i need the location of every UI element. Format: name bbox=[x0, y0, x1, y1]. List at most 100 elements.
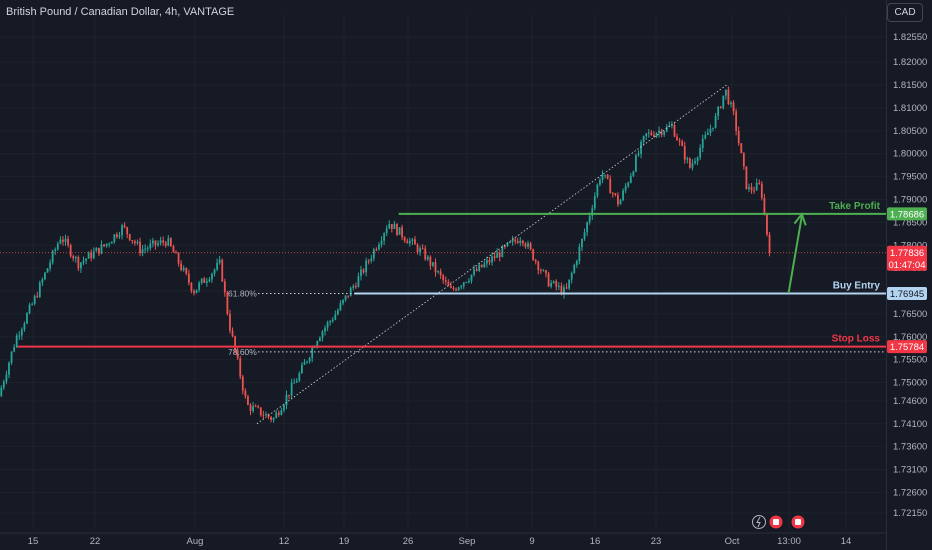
candle-body bbox=[121, 225, 123, 236]
candle-body bbox=[586, 222, 589, 233]
candle-body bbox=[419, 248, 421, 253]
candle-body bbox=[306, 361, 308, 363]
candle-body bbox=[180, 263, 183, 271]
candle-body bbox=[437, 271, 439, 273]
candle-body bbox=[452, 287, 455, 290]
candle-body bbox=[658, 130, 660, 134]
candle-body bbox=[223, 281, 226, 293]
candle-body bbox=[388, 224, 391, 229]
target-arrow-shaft[interactable] bbox=[787, 215, 803, 294]
candle-body bbox=[82, 260, 85, 263]
candle-body bbox=[447, 281, 450, 287]
candle-body bbox=[275, 412, 278, 419]
countdown-text: 01:47:04 bbox=[889, 260, 926, 271]
candle-body bbox=[67, 238, 69, 246]
candle-body bbox=[370, 258, 373, 261]
candle-body bbox=[740, 143, 743, 154]
candle-body bbox=[154, 240, 157, 246]
candle-body bbox=[283, 405, 285, 411]
candle-body bbox=[444, 280, 447, 282]
candle-body bbox=[596, 184, 599, 197]
candle-body bbox=[432, 262, 434, 266]
candle-body bbox=[455, 289, 457, 291]
candle-body bbox=[635, 155, 637, 172]
event-flag-glyph bbox=[773, 519, 779, 525]
candle-body bbox=[128, 234, 131, 241]
candle-body bbox=[480, 264, 483, 268]
candle-body bbox=[748, 187, 750, 189]
candle-body bbox=[169, 238, 172, 247]
candle-body bbox=[290, 382, 293, 396]
candle-body bbox=[398, 227, 401, 235]
candle-body bbox=[85, 258, 87, 261]
candle-body bbox=[347, 295, 350, 297]
candle-body bbox=[478, 264, 481, 271]
stop-loss-label: Stop Loss bbox=[832, 334, 881, 345]
candle-body bbox=[331, 319, 334, 322]
event-flag-glyph-2 bbox=[795, 519, 801, 525]
candle-body bbox=[177, 252, 180, 264]
candle-body bbox=[20, 329, 23, 336]
candle-body bbox=[164, 242, 167, 246]
candle-body bbox=[241, 376, 244, 391]
candle-body bbox=[308, 357, 311, 362]
candle-body bbox=[676, 136, 678, 141]
candle-body bbox=[396, 223, 398, 235]
candle-body bbox=[167, 238, 170, 246]
candle-body bbox=[727, 89, 730, 105]
candle-body bbox=[5, 374, 8, 382]
currency-button[interactable]: CAD bbox=[887, 3, 923, 22]
candle-body bbox=[200, 278, 203, 283]
candle-body bbox=[647, 132, 650, 134]
candle-body bbox=[506, 242, 509, 247]
y-tick-label: 1.79000 bbox=[893, 194, 927, 205]
candle-body bbox=[149, 243, 152, 249]
y-tick-label: 1.80500 bbox=[893, 126, 927, 137]
candlestick-series bbox=[0, 86, 771, 423]
y-tick-label: 1.82550 bbox=[893, 32, 927, 43]
candle-body bbox=[231, 330, 234, 337]
fib-level-label: 61.80% bbox=[228, 289, 257, 299]
candle-body bbox=[26, 313, 28, 324]
candle-body bbox=[503, 246, 506, 248]
x-tick-label: 16 bbox=[590, 536, 601, 547]
candle-body bbox=[285, 394, 288, 406]
candle-body bbox=[627, 182, 630, 187]
x-tick-label: 12 bbox=[279, 536, 290, 547]
candle-body bbox=[414, 239, 416, 245]
candle-body bbox=[547, 273, 550, 287]
candle-body bbox=[401, 227, 404, 238]
candle-body bbox=[709, 128, 712, 134]
candle-body bbox=[403, 237, 406, 241]
buy-entry-label: Buy Entry bbox=[833, 281, 881, 292]
candle-body bbox=[105, 243, 108, 246]
lightning-icon[interactable] bbox=[752, 515, 766, 529]
candle-body bbox=[737, 130, 740, 144]
candle-body bbox=[532, 249, 535, 261]
candle-body bbox=[62, 239, 64, 242]
candle-body bbox=[637, 153, 640, 156]
x-tick-label: Aug bbox=[187, 536, 204, 547]
candle-body bbox=[665, 126, 668, 132]
candle-body bbox=[629, 175, 632, 183]
candle-body bbox=[673, 125, 676, 137]
candle-body bbox=[208, 279, 211, 282]
candle-body bbox=[151, 240, 154, 244]
y-tick-label: 1.81000 bbox=[893, 103, 927, 114]
candle-body bbox=[190, 282, 193, 292]
candle-body bbox=[486, 259, 488, 264]
candle-body bbox=[491, 256, 493, 263]
candle-body bbox=[732, 102, 735, 112]
candle-body bbox=[380, 240, 383, 245]
candle-body bbox=[262, 415, 265, 417]
candle-body bbox=[542, 270, 545, 272]
candle-body bbox=[699, 148, 702, 158]
candle-body bbox=[385, 228, 388, 234]
candle-body bbox=[259, 407, 262, 416]
candle-body bbox=[706, 133, 709, 135]
y-tick-label: 1.75000 bbox=[893, 378, 927, 389]
candle-body bbox=[247, 396, 249, 405]
candle-body bbox=[218, 259, 221, 263]
